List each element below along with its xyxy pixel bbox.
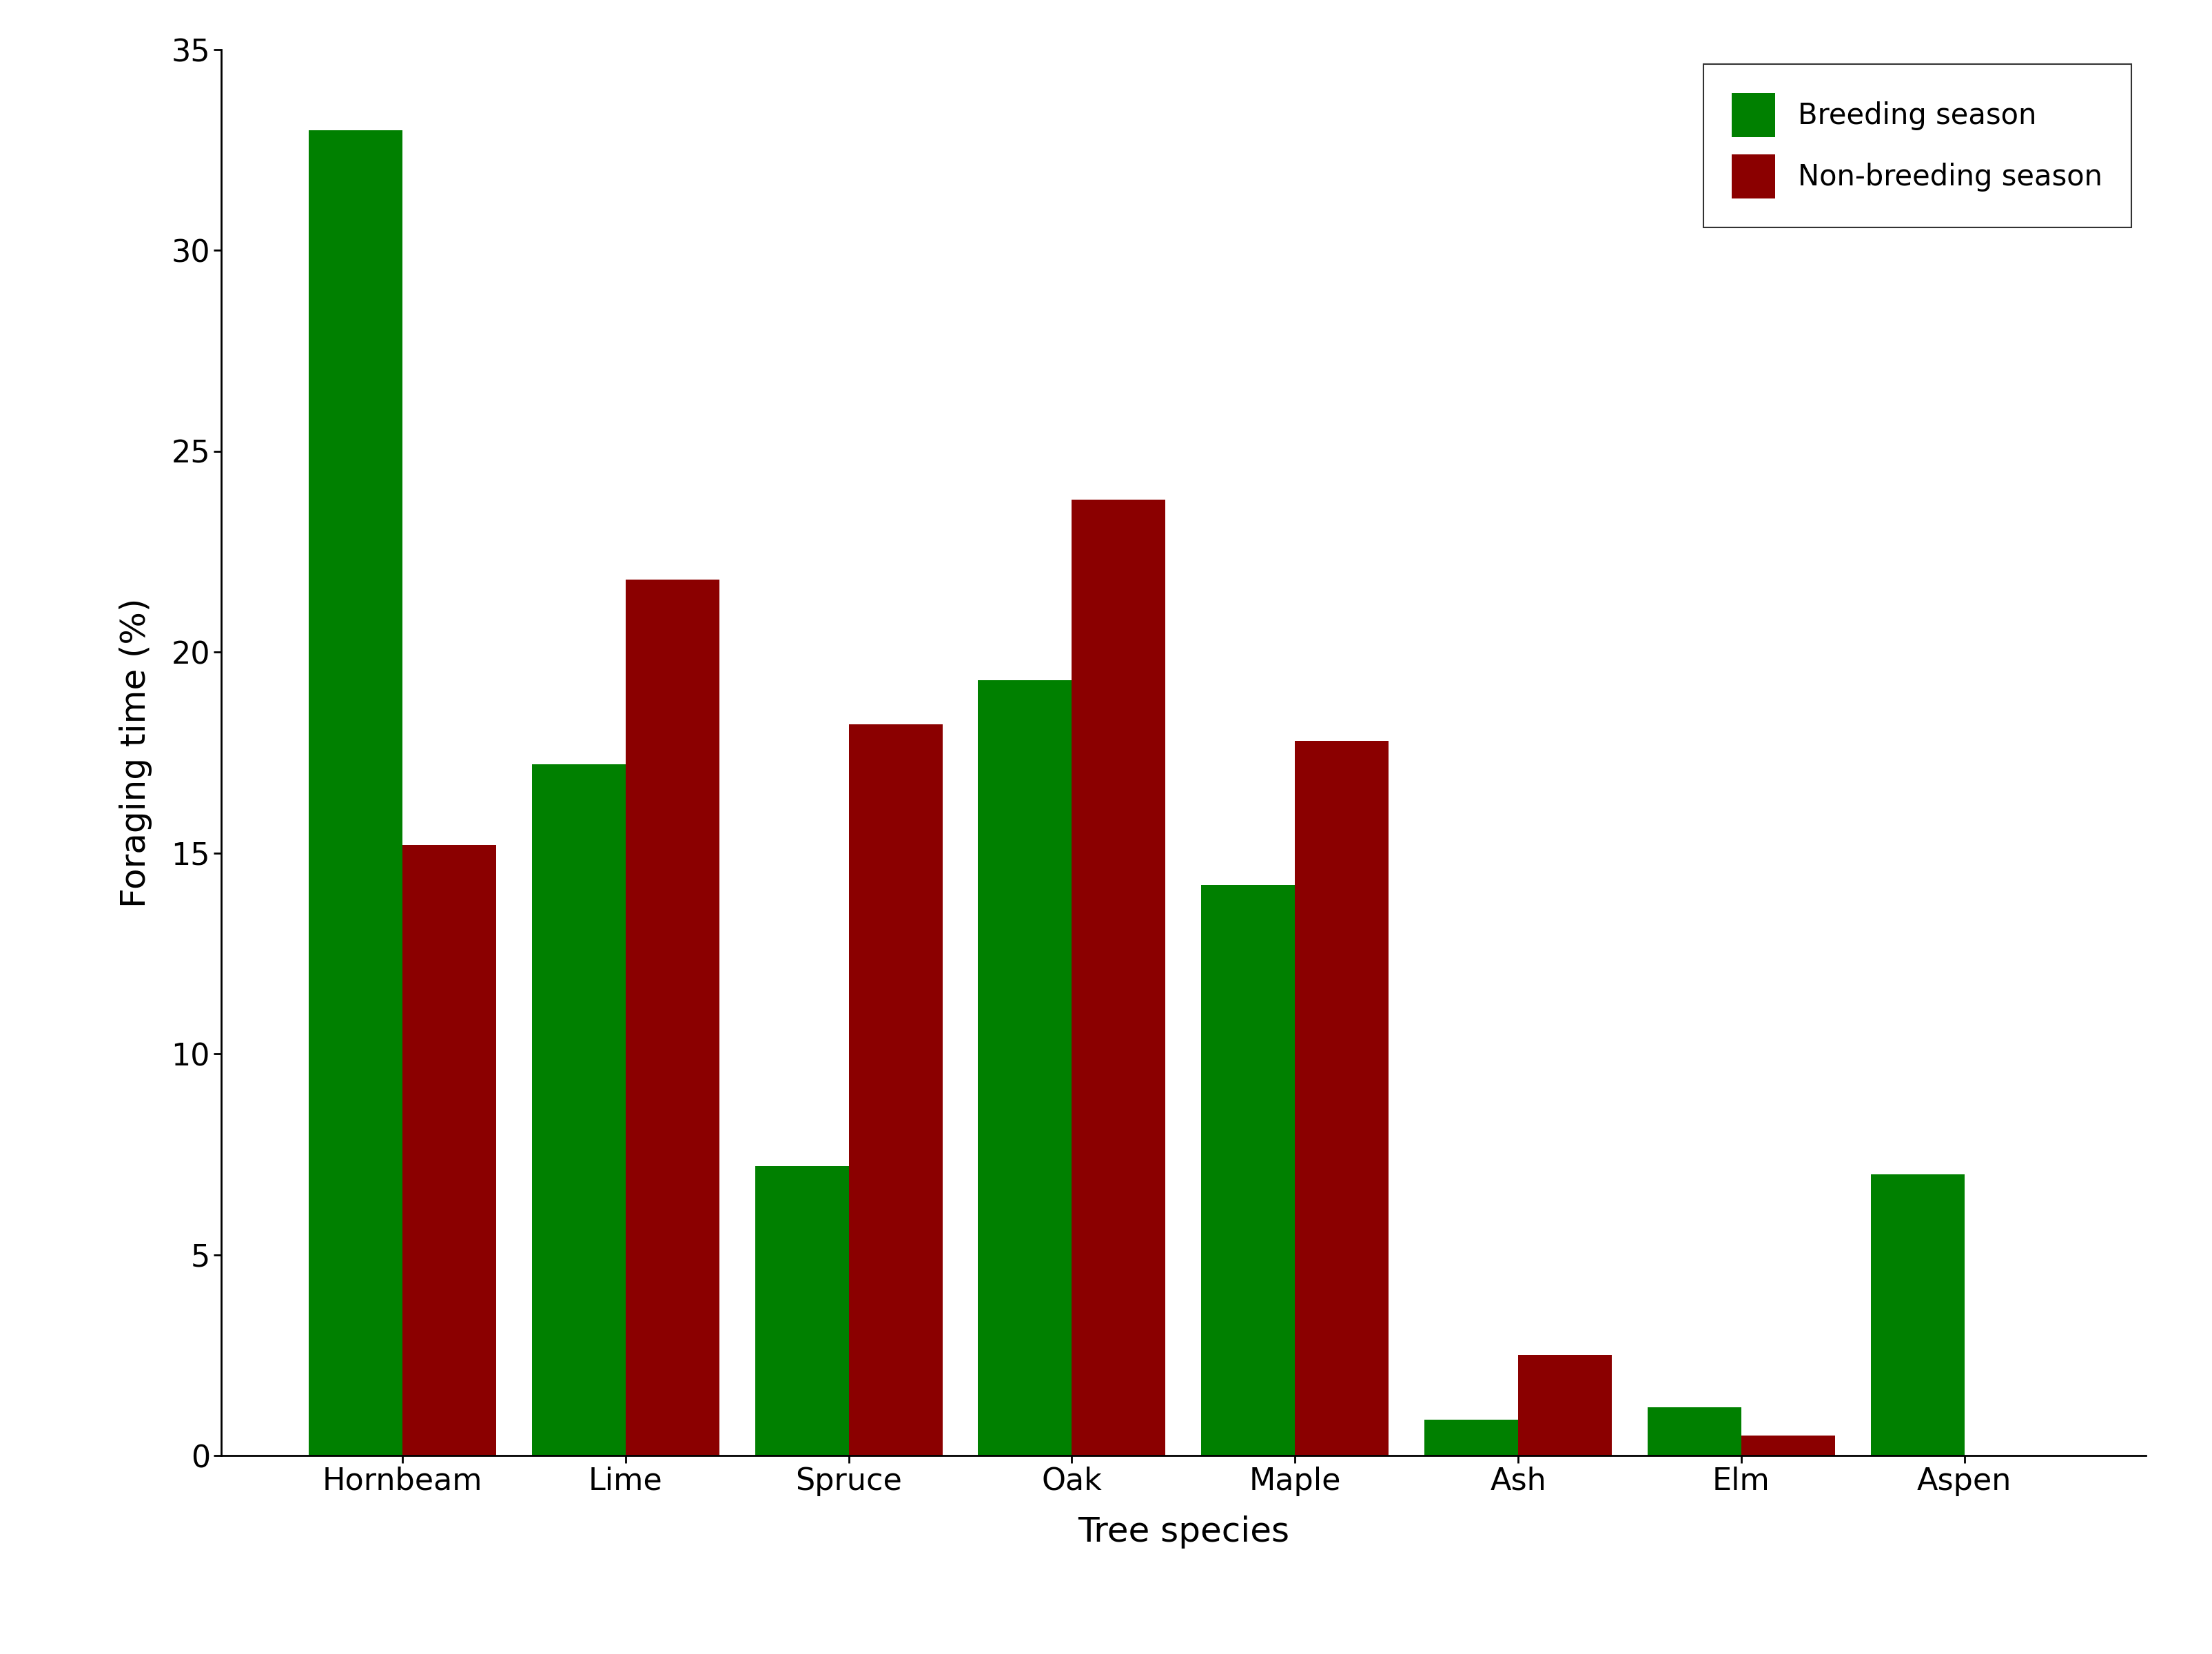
Bar [403,845,495,1456]
Bar [310,131,403,1456]
Bar [1294,741,1389,1456]
Bar [849,724,942,1456]
Bar [754,1166,849,1456]
Bar [1517,1355,1613,1456]
Bar [1201,885,1294,1456]
Y-axis label: Foraging time (%): Foraging time (%) [119,597,153,908]
Bar [1648,1408,1741,1456]
Bar [1425,1419,1517,1456]
Bar [1871,1174,1964,1456]
Bar [1073,500,1166,1456]
Legend: Breeding season, Non-breeding season: Breeding season, Non-breeding season [1703,65,2132,227]
Bar [531,764,626,1456]
Bar [626,581,719,1456]
Bar [1741,1436,1836,1456]
Bar [978,680,1073,1456]
X-axis label: Tree species: Tree species [1077,1515,1290,1548]
